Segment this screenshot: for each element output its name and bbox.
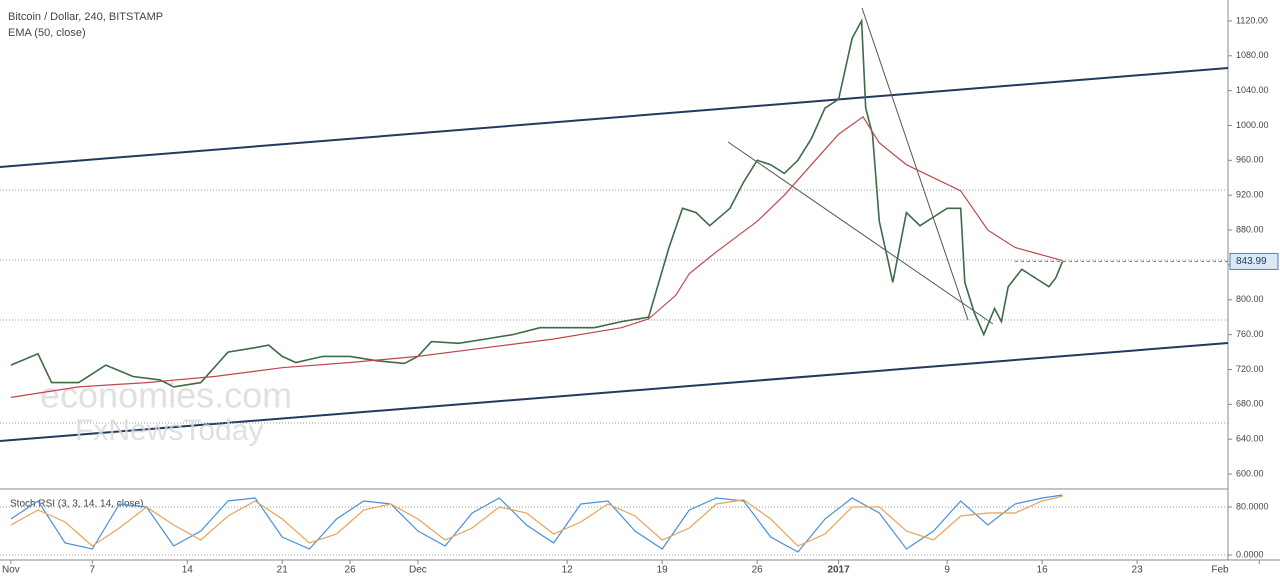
last-price-label: 843.99 (1236, 256, 1267, 267)
y-tick-label: 680.00 (1236, 399, 1264, 409)
y-tick-label: 960.00 (1236, 155, 1264, 165)
chart-title: Bitcoin / Dollar, 240, BITSTAMP (8, 11, 163, 23)
series-line (10, 115, 1063, 398)
x-tick-label: Dec (409, 565, 427, 576)
y-tick-label: 760.00 (1236, 329, 1264, 339)
y-tick-label: 80.0000 (1236, 501, 1269, 511)
x-tick-label: 19 (657, 565, 669, 576)
x-tick-label: 23 (1132, 565, 1144, 576)
y-tick-label: 640.00 (1236, 434, 1264, 444)
y-tick-label: 1040.00 (1236, 85, 1269, 95)
legend-entry: EMA (50, close) (8, 27, 86, 39)
y-tick-label: 600.00 (1236, 468, 1264, 478)
x-tick-label: Nov (2, 565, 20, 576)
x-tick-label: 12 (562, 565, 574, 576)
y-tick-label: 720.00 (1236, 364, 1264, 374)
y-tick-label: 0.0000 (1236, 549, 1264, 559)
trend-line (727, 141, 994, 325)
indicator-title: Stoch RSI (3, 3, 14, 14, close) (10, 499, 143, 510)
series-line (10, 494, 1063, 553)
drawings (0, 7, 1229, 442)
trend-line (861, 7, 969, 321)
y-tick-label: 1000.00 (1236, 120, 1269, 130)
series-line (10, 495, 1063, 547)
x-tick-label: 16 (1037, 565, 1049, 576)
y-tick-label: 1080.00 (1236, 50, 1269, 60)
series-line (10, 18, 1064, 388)
x-tick-label: 2017 (827, 565, 850, 576)
y-tick-label: 1120.00 (1236, 15, 1268, 25)
last-price-box (1229, 252, 1279, 270)
y-tick-label: 880.00 (1236, 224, 1264, 234)
x-tick-label: Feb (1211, 565, 1229, 576)
channel-upper (0, 67, 1229, 168)
channel-lower (0, 342, 1229, 442)
y-tick-label: 920.00 (1236, 190, 1264, 200)
x-tick-label: 21 (277, 565, 289, 576)
x-tick-label: 26 (345, 565, 357, 576)
x-tick-label: 26 (752, 565, 764, 576)
watermark: FxNewsToday (75, 414, 263, 447)
x-tick-label: 7 (89, 565, 95, 576)
y-tick-label: 800.00 (1236, 294, 1264, 304)
x-tick-label: 14 (182, 565, 194, 576)
x-tick-label: 9 (944, 565, 950, 576)
